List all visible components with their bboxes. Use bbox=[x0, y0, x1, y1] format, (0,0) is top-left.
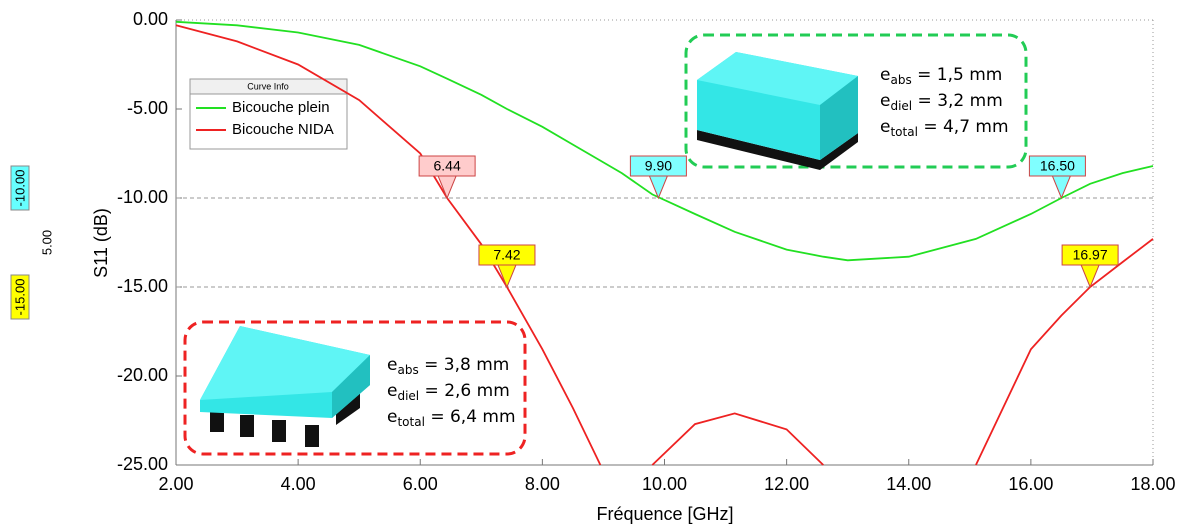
reference-label-text: -10.00 bbox=[12, 170, 27, 207]
annotation-symbol: e bbox=[387, 355, 397, 375]
marker: 16.97 bbox=[1062, 245, 1118, 287]
x-tick-label: 2.00 bbox=[158, 474, 193, 494]
page: {"chart_data": { "type": "line", "x_labe… bbox=[0, 0, 1186, 530]
annotation-value: = 2,6 mm bbox=[419, 381, 510, 401]
annotation-value: = 3,8 mm bbox=[419, 355, 510, 375]
y-tick-label: -5.00 bbox=[127, 98, 168, 118]
legend-label: Bicouche NIDA bbox=[232, 121, 334, 138]
x-tick-label: 14.00 bbox=[886, 474, 931, 494]
x-tick-label: 8.00 bbox=[525, 474, 560, 494]
annotation-subscript: total bbox=[890, 125, 917, 139]
y-tick-label: -10.00 bbox=[117, 187, 168, 207]
x-tick-label: 6.00 bbox=[403, 474, 438, 494]
marker: 16.50 bbox=[1029, 156, 1085, 198]
annotation-value: = 6,4 mm bbox=[425, 407, 516, 427]
legend-title: Curve Info bbox=[247, 81, 289, 91]
annotation-subscript: abs bbox=[890, 73, 911, 87]
marker-label: 6.44 bbox=[433, 158, 460, 174]
reference-label-text: -15.00 bbox=[12, 279, 27, 316]
annotation-subscript: diel bbox=[397, 389, 419, 403]
y-tick-label: -15.00 bbox=[117, 276, 168, 296]
marker: 9.90 bbox=[630, 156, 686, 198]
marker-label: 9.90 bbox=[645, 158, 672, 174]
x-axis-title: Fréquence [GHz] bbox=[596, 504, 733, 524]
marker-pointer bbox=[1081, 265, 1099, 287]
annotation-symbol: e bbox=[880, 91, 890, 111]
marker-label: 7.42 bbox=[493, 247, 520, 263]
marker-label: 16.50 bbox=[1040, 158, 1075, 174]
annotation-subscript: diel bbox=[890, 99, 912, 113]
annotation-value: = 1,5 mm bbox=[912, 65, 1003, 85]
annotation-symbol: e bbox=[880, 117, 890, 137]
x-tick-label: 18.00 bbox=[1130, 474, 1175, 494]
y-tick-label: 0.00 bbox=[133, 9, 168, 29]
reference-label: -15.00 bbox=[11, 275, 29, 319]
annotation-value: = 4,7 mm bbox=[918, 117, 1009, 137]
legend-label: Bicouche plein bbox=[232, 99, 330, 116]
x-tick-label: 12.00 bbox=[764, 474, 809, 494]
chart: Fréquence [GHz] S11 (dB) Curve Info 0.00… bbox=[0, 0, 1186, 530]
x-tick-label: 16.00 bbox=[1008, 474, 1053, 494]
annotation-symbol: e bbox=[387, 381, 397, 401]
x-tick-label: 4.00 bbox=[281, 474, 316, 494]
annotation-subscript: total bbox=[397, 415, 424, 429]
marker: 7.42 bbox=[479, 245, 535, 287]
annotation-value: = 3,2 mm bbox=[912, 91, 1003, 111]
y-tick-label: -25.00 bbox=[117, 454, 168, 474]
annotation-subscript: abs bbox=[397, 363, 418, 377]
annotation-symbol: e bbox=[387, 407, 397, 427]
x-tick-label: 10.00 bbox=[642, 474, 687, 494]
marker: 6.44 bbox=[419, 156, 475, 198]
reference-delta: 5.00 bbox=[39, 230, 54, 255]
annotation-symbol: e bbox=[880, 65, 890, 85]
y-tick-label: -20.00 bbox=[117, 365, 168, 385]
reference-delta-text: 5.00 bbox=[39, 230, 54, 255]
marker-label: 16.97 bbox=[1073, 247, 1108, 263]
y-axis-title: S11 (dB) bbox=[91, 208, 111, 278]
reference-label: -10.00 bbox=[11, 166, 29, 210]
